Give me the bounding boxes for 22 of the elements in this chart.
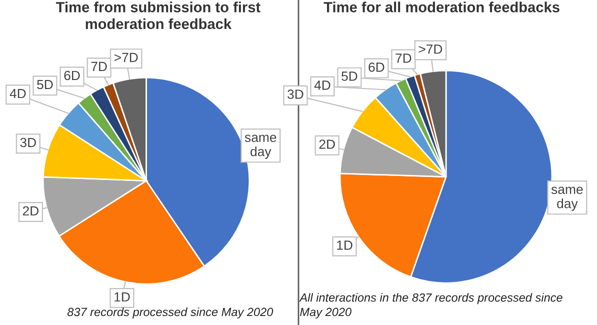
- slice-label: same day: [551, 186, 583, 211]
- slice-label: 3D: [288, 90, 304, 99]
- slice-label: 3D: [20, 138, 36, 148]
- slice-label: 2D: [22, 206, 39, 216]
- slice-label: 7D: [91, 62, 107, 72]
- text: All interactions in the 837 records processed since May 2020: [299, 293, 562, 318]
- slice-label: 4D: [10, 88, 26, 98]
- slice-label: 2D: [319, 140, 335, 149]
- slice-label: 6D: [64, 70, 80, 80]
- slice-label: 6D: [368, 62, 384, 72]
- slice-label: 7D: [396, 54, 412, 63]
- slice-label: 5D: [37, 80, 53, 90]
- chart-title: Time from submission to first moderation feedback: [56, 2, 260, 30]
- slice-label: 1D: [337, 240, 352, 250]
- slice-label: >7D: [418, 44, 442, 54]
- slice-label: >7D: [114, 52, 138, 62]
- text: 837 records processed since May 2020: [67, 307, 274, 318]
- slice-label: same day: [244, 134, 276, 159]
- slice-label: 1D: [114, 292, 130, 302]
- chart-title: Time for all moderation feedbacks: [324, 2, 560, 12]
- slice-label: 5D: [342, 72, 358, 81]
- slice-label: 4D: [314, 80, 330, 90]
